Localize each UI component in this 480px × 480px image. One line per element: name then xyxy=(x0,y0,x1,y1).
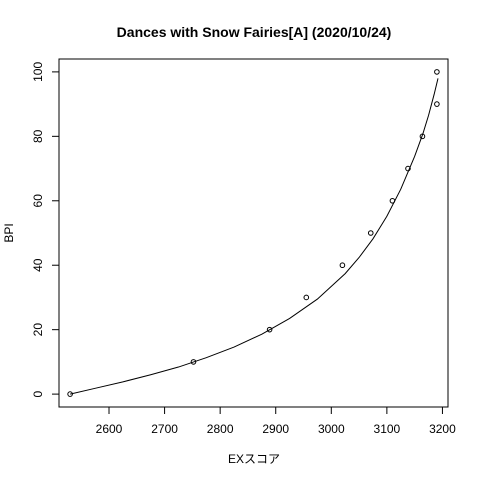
x-axis: 2600 2700 2800 2900 3000 3100 3200 xyxy=(96,406,456,436)
data-point xyxy=(434,101,440,107)
y-axis-label: BPI xyxy=(2,223,16,242)
data-point xyxy=(339,262,346,269)
x-tick-label: 2800 xyxy=(207,422,234,436)
data-point xyxy=(266,326,273,333)
x-tick-label: 2600 xyxy=(96,422,123,436)
fit-curve-line xyxy=(69,78,439,395)
y-tick-label: 80 xyxy=(31,129,45,143)
x-tick-label: 3000 xyxy=(318,422,345,436)
x-axis-label: EXスコア xyxy=(228,452,280,466)
plot-frame xyxy=(58,58,449,408)
x-tick-label: 2700 xyxy=(151,422,178,436)
y-tick-label: 20 xyxy=(31,323,45,337)
y-tick-label: 100 xyxy=(31,62,45,82)
series-layer xyxy=(67,69,440,397)
chart-title: Dances with Snow Fairies[A] (2020/10/24) xyxy=(117,24,392,40)
y-tick-label: 40 xyxy=(31,258,45,272)
x-tick-label: 3200 xyxy=(429,422,456,436)
data-point xyxy=(367,230,374,236)
data-point xyxy=(303,294,310,301)
y-tick-label: 60 xyxy=(31,194,45,208)
data-point xyxy=(434,69,440,75)
x-tick-label: 3100 xyxy=(374,422,401,436)
y-axis: 0 20 40 60 80 100 xyxy=(31,62,60,397)
data-point xyxy=(67,391,73,397)
x-tick-label: 2900 xyxy=(262,422,289,436)
data-point xyxy=(190,359,197,365)
y-tick-label: 0 xyxy=(31,390,45,397)
